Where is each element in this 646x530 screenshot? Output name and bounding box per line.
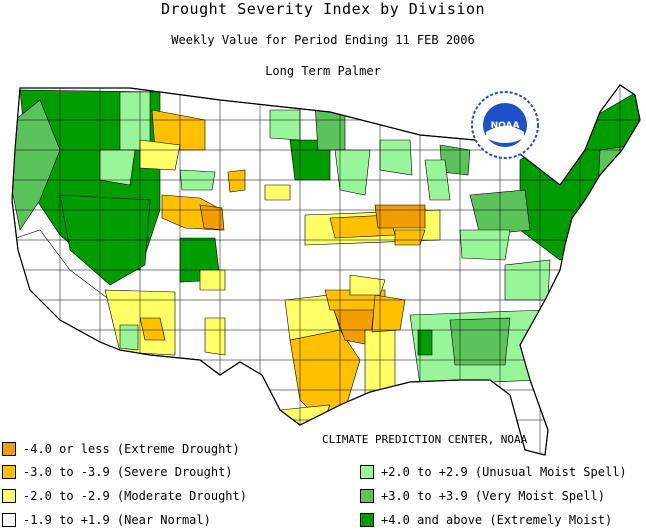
region-severe-drought-wyoming-east <box>227 169 246 193</box>
region-unusual-moist-ohio <box>459 229 511 261</box>
legend-item-unusual-moist: +2.0 to +2.9 (Unusual Moist Spell) <box>360 464 627 480</box>
region-very-moist-newengland <box>597 144 636 193</box>
credit-text: CLIMATE PREDICTION CENTER, NOAA <box>322 433 528 446</box>
legend-swatch <box>2 489 16 503</box>
legend-swatch <box>2 442 16 456</box>
legend-item-near-normal: -1.9 to +1.9 (Near Normal) <box>2 512 211 528</box>
legend-swatch <box>360 465 374 479</box>
us-outline <box>11 84 641 456</box>
index-name: Long Term Palmer <box>265 64 381 78</box>
legend-label: -2.0 to -2.9 (Moderate Drought) <box>23 489 247 503</box>
region-unusual-moist-wisconsin <box>379 139 413 176</box>
legend-label: -4.0 or less (Extreme Drought) <box>23 442 240 456</box>
legend-swatch <box>360 489 374 503</box>
region-severe-drought-arizona <box>139 317 166 341</box>
noaa-logo-text: NOAA <box>491 121 520 131</box>
legend-item-moderate-drought: -2.0 to -2.9 (Moderate Drought) <box>2 488 247 504</box>
map-title: Drought Severity Index by Division <box>160 0 486 18</box>
region-very-moist-coast <box>12 99 61 231</box>
noaa-seal-icon: NOAA <box>471 91 539 159</box>
legend-item-extreme-drought: -4.0 or less (Extreme Drought) <box>2 441 240 457</box>
region-very-moist-southeast <box>449 317 511 366</box>
legend-item-extremely-moist: +4.0 and above (Extremely Moist) <box>360 512 612 528</box>
region-moderate-drought-dakota <box>264 184 291 201</box>
legend-swatch <box>2 513 16 527</box>
region-severe-drought-indiana <box>394 229 426 246</box>
legend-label: +2.0 to +2.9 (Unusual Moist Spell) <box>381 465 627 479</box>
region-moderate-drought-montana <box>139 139 181 171</box>
map-subtitle: Weekly Value for Period Ending 11 FEB 20… <box>171 33 475 47</box>
legend-label: -3.0 to -3.9 (Severe Drought) <box>23 465 233 479</box>
legend-item-severe-drought: -3.0 to -3.9 (Severe Drought) <box>2 464 233 480</box>
region-severe-drought-arkansas <box>371 294 406 333</box>
region-extreme-drought-wyoming <box>199 204 225 231</box>
region-moderate-drought-newmexico <box>199 269 226 291</box>
legend-label: -1.9 to +1.9 (Near Normal) <box>23 513 211 527</box>
region-unusual-moist-arizona <box>119 324 139 351</box>
legend-swatch <box>360 513 374 527</box>
us-drought-map <box>11 84 641 456</box>
region-unusual-moist-minnesota <box>269 109 301 141</box>
region-extreme-drought-illinois <box>374 204 426 229</box>
legend-item-very-moist: +3.0 to +3.9 (Very Moist Spell) <box>360 488 605 504</box>
legend-swatch <box>2 465 16 479</box>
legend-label: +4.0 and above (Extremely Moist) <box>381 513 613 527</box>
region-moderate-drought-newmexico-south <box>204 317 226 356</box>
region-unusual-moist-carolina <box>504 259 551 301</box>
legend-label: +3.0 to +3.9 (Very Moist Spell) <box>381 489 605 503</box>
